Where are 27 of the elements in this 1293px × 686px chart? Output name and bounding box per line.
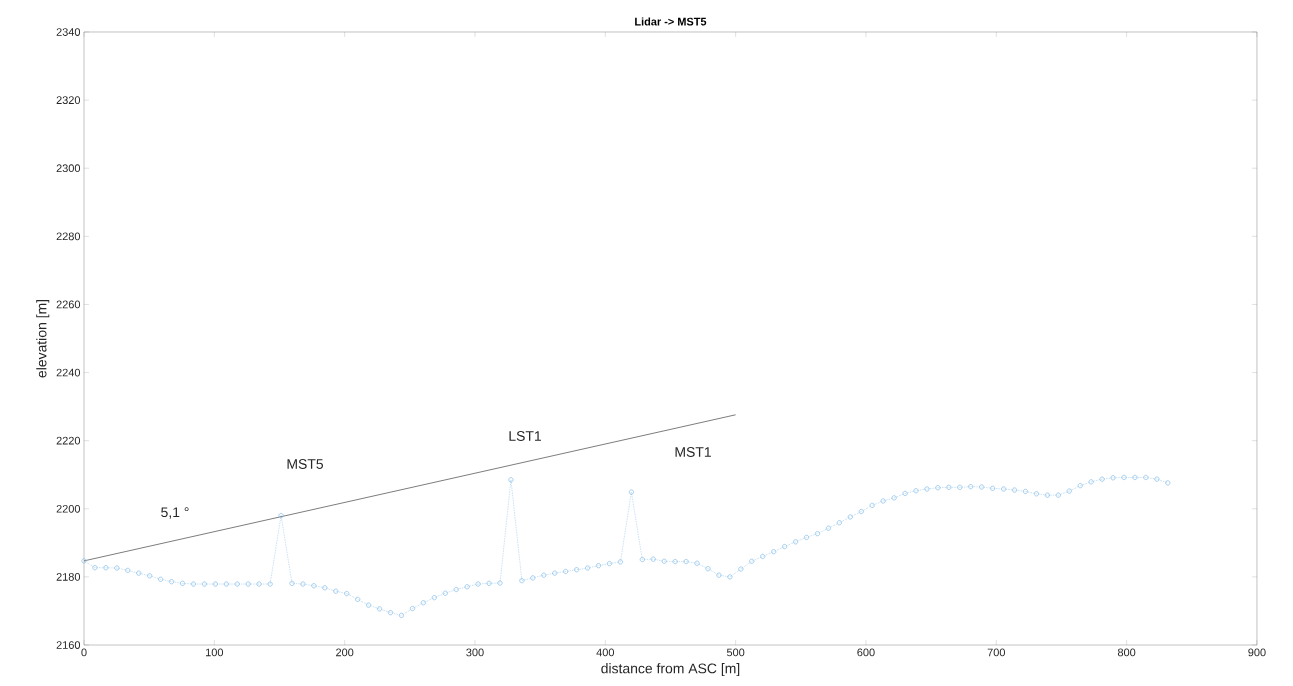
annotation: LST1 [509, 431, 541, 441]
annotation: MST1 [675, 447, 711, 457]
y-tick-label: 2180 [56, 573, 81, 581]
x-tick-label: 100 [206, 648, 224, 657]
annotation: 5,1 ° [161, 507, 189, 519]
y-tick-label: 2300 [56, 164, 81, 173]
chart-title: Lidar -> MST5 [635, 17, 707, 26]
y-axis-title: elevation [m] [36, 299, 50, 378]
x-tick-label: 200 [336, 648, 354, 657]
x-tick-label: 500 [726, 648, 745, 657]
y-tick-label: 2220 [56, 436, 81, 445]
x-axis-title: distance from ASC [m] [601, 663, 740, 677]
y-tick-label: 2260 [56, 300, 81, 309]
y-tick-label: 2200 [56, 504, 81, 513]
y-tick-label: 2340 [56, 28, 81, 36]
y-tick-label: 2320 [56, 96, 81, 104]
annotation: MST5 [287, 459, 324, 469]
x-tick-label: 700 [987, 648, 1005, 657]
x-tick-label: 800 [1117, 648, 1136, 657]
y-tick-label: 2160 [56, 641, 81, 649]
x-tick-label: 0 [81, 648, 87, 657]
y-tick-label: 2240 [56, 368, 81, 377]
x-tick-label: 600 [857, 648, 875, 657]
x-tick-label: 300 [466, 648, 484, 657]
x-tick-label: 400 [596, 648, 615, 657]
y-tick-label: 2280 [56, 232, 81, 241]
x-tick-label: 900 [1248, 648, 1266, 657]
